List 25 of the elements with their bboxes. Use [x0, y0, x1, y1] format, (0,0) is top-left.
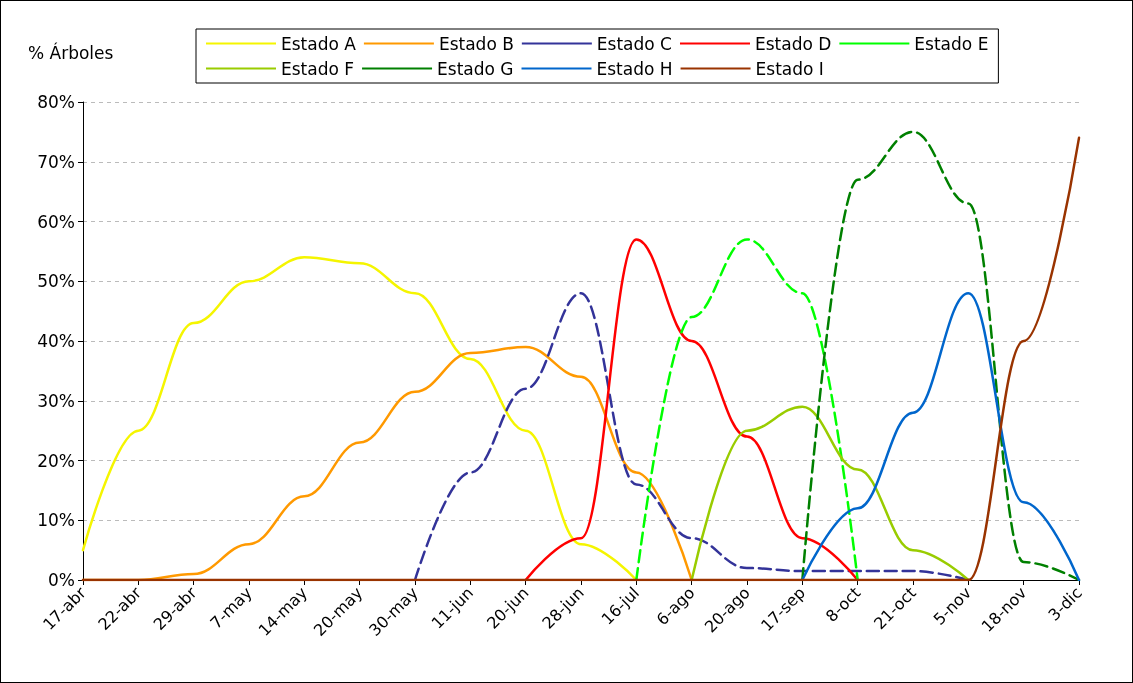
y-tick-label: 60% — [37, 211, 75, 232]
line-series — [801, 291, 1081, 582]
legend-label: Estado E — [914, 33, 989, 54]
y-tick-label: 20% — [37, 450, 75, 471]
y-tick-label: 40% — [37, 331, 75, 351]
legend-label: Estado B — [438, 33, 514, 54]
line-series — [690, 405, 970, 582]
y-tick-label: 50% — [37, 271, 75, 292]
line-series — [635, 238, 859, 582]
legend-label: Estado H — [596, 58, 673, 79]
y-axis-title: % Árboles — [28, 41, 114, 63]
line-series — [801, 130, 1081, 582]
y-tick-label: 70% — [37, 151, 75, 172]
legend-label: Estado I — [755, 58, 824, 79]
legend-label: Estado G — [437, 58, 514, 79]
legend-label: Estado A — [281, 33, 357, 54]
y-tick-label: 10% — [37, 510, 75, 531]
y-tick-label: 80% — [37, 92, 75, 112]
line-series — [524, 238, 859, 582]
legend-label: Estado F — [281, 58, 355, 79]
line-series — [81, 256, 638, 582]
y-tick-label: 30% — [37, 390, 75, 411]
legend-label: Estado C — [596, 33, 672, 54]
y-tick-label: 0% — [48, 570, 75, 590]
legend-label: Estado D — [754, 33, 832, 54]
